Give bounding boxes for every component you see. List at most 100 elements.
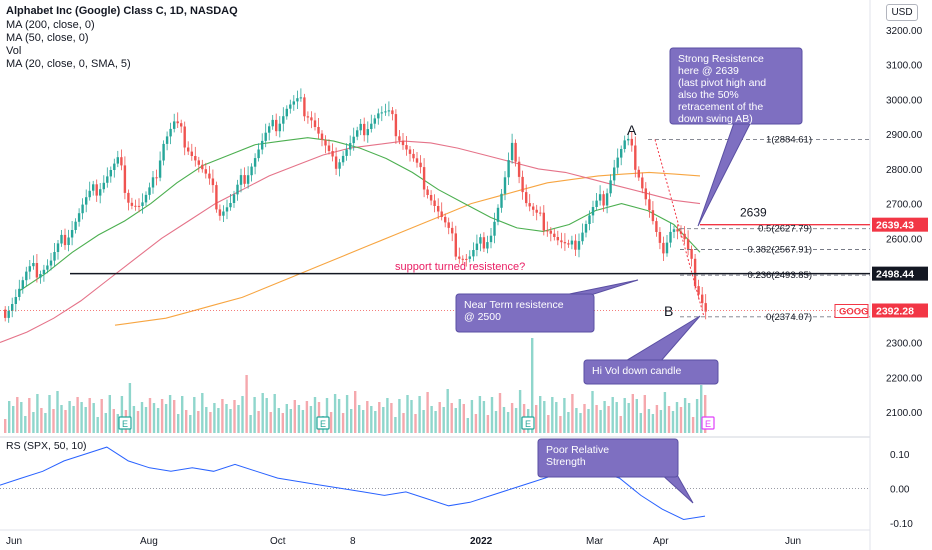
volume-bar xyxy=(370,406,373,433)
price-tick-label: 2300.00 xyxy=(886,339,923,350)
candle-body xyxy=(662,242,665,254)
candle-body xyxy=(204,169,207,174)
candle-body xyxy=(338,162,341,169)
rs-indicator-label: RS (SPX, 50, 10) xyxy=(6,440,87,452)
time-tick-label: 8 xyxy=(350,536,356,547)
indicator-ma50-label[interactable]: MA (50, close, 0) xyxy=(6,32,89,44)
volume-bar xyxy=(345,395,349,433)
callout-hi-vol-candle-text: Hi Vol down candle xyxy=(592,365,681,377)
callout-strong-resistance-text: also the 50% xyxy=(678,89,739,101)
candle-body xyxy=(704,303,707,312)
candle-body xyxy=(676,229,679,232)
price-badge-label: 2639.43 xyxy=(876,220,914,232)
volume-bar xyxy=(458,399,461,433)
volume-bar xyxy=(140,402,144,433)
volume-bar xyxy=(209,412,212,433)
volume-bar xyxy=(100,399,103,433)
candle-body xyxy=(4,309,7,318)
candle-body xyxy=(14,297,17,304)
candle-body xyxy=(648,199,651,211)
volume-bar xyxy=(92,403,95,433)
price-tick-label: 2600.00 xyxy=(886,234,923,245)
earnings-marker xyxy=(521,416,535,430)
candle-body xyxy=(412,153,415,159)
volume-bar xyxy=(96,417,99,433)
volume-bar xyxy=(539,396,542,433)
candle-body xyxy=(236,184,239,195)
indicator-ma20-label[interactable]: MA (20, close, 0, SMA, 5) xyxy=(6,58,131,70)
callout-strong-resistance-text: down swing AB) xyxy=(678,113,753,125)
volume-bar xyxy=(193,397,196,433)
volume-bar xyxy=(466,418,469,433)
price-tick-label: 2100.00 xyxy=(886,408,923,419)
indicator-volume-label[interactable]: Vol xyxy=(6,45,22,57)
volume-bar xyxy=(406,395,409,433)
volume-bar xyxy=(374,411,377,433)
volume-bar xyxy=(651,414,655,433)
volume-bar xyxy=(611,397,614,433)
candle-body xyxy=(419,162,422,168)
volume-bar xyxy=(579,413,582,433)
volume-bar xyxy=(245,375,248,433)
time-tick-label: Aug xyxy=(140,536,158,547)
volume-bar xyxy=(341,413,345,433)
volume-bar xyxy=(76,397,79,433)
price-tick-label: 2900.00 xyxy=(886,130,923,141)
candle-body xyxy=(609,180,612,194)
candle-body xyxy=(584,224,588,233)
candle-body xyxy=(616,157,619,168)
candle-body xyxy=(317,127,320,134)
candle-body xyxy=(299,97,303,99)
volume-bar xyxy=(599,410,602,433)
volume-bar xyxy=(173,400,176,433)
volume-bar xyxy=(301,410,305,433)
callout-hi-vol-candle xyxy=(583,359,719,385)
candle-body xyxy=(577,241,581,250)
volume-bar xyxy=(285,404,288,433)
volume-bar xyxy=(265,398,268,433)
volume-bar xyxy=(547,415,550,433)
volume-bar xyxy=(350,409,353,433)
candle-body xyxy=(169,128,172,137)
candle-body xyxy=(134,205,137,207)
price-tick-label: 2700.00 xyxy=(886,200,923,211)
candle-body xyxy=(377,113,380,119)
volume-bar xyxy=(48,395,51,433)
volume-bar xyxy=(164,404,168,433)
candle-body xyxy=(556,237,559,241)
volume-bar xyxy=(502,407,506,433)
candle-body xyxy=(324,140,327,146)
indicator-ma200-label[interactable]: MA (200, close, 0) xyxy=(6,19,95,31)
candle-body xyxy=(127,192,130,203)
candle-body xyxy=(475,243,479,250)
volume-bar xyxy=(333,394,337,433)
candle-body xyxy=(176,121,179,124)
candle-body xyxy=(465,258,468,260)
volume-bar xyxy=(422,410,425,433)
candle-body xyxy=(148,187,151,195)
candle-body xyxy=(56,243,60,252)
price-badge xyxy=(872,303,928,318)
volume-bar xyxy=(486,415,490,433)
volume-bar xyxy=(221,399,224,433)
volume-bar xyxy=(535,405,538,433)
callout-poor-relative-strength xyxy=(537,438,679,478)
candle-body xyxy=(356,130,359,137)
candle-body xyxy=(433,200,436,206)
volume-bar xyxy=(148,398,152,433)
candle-body xyxy=(627,138,630,141)
candle-body xyxy=(95,184,98,196)
volume-bar xyxy=(555,402,558,433)
volume-bar xyxy=(647,409,651,433)
candle-body xyxy=(99,189,102,196)
candle-body xyxy=(183,126,186,148)
currency-button[interactable]: USD xyxy=(886,4,918,21)
volume-bar xyxy=(136,411,140,433)
volume-bar xyxy=(446,389,449,433)
price-tick-label: 2200.00 xyxy=(886,373,923,384)
candle-body xyxy=(345,149,348,156)
candle-body xyxy=(349,143,352,150)
candle-body xyxy=(113,163,116,170)
volume-bar xyxy=(354,391,357,433)
